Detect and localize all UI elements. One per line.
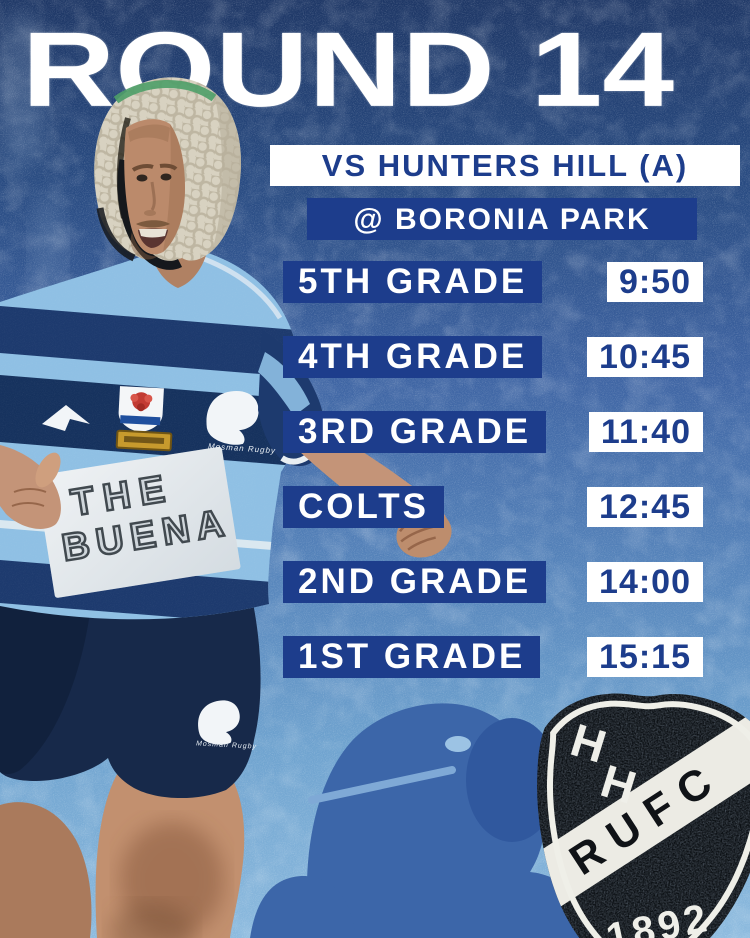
player-left-hand	[0, 445, 61, 529]
silhouette-watermark	[250, 703, 591, 938]
player-back-leg	[0, 802, 92, 938]
player-shorts	[0, 596, 261, 799]
player-photo	[0, 77, 452, 938]
crest-diagonal-band	[508, 687, 750, 938]
player-right-arm	[258, 330, 452, 558]
waratah-badge	[118, 386, 164, 433]
player-face	[124, 119, 185, 260]
dt-chevron-logo	[42, 405, 90, 431]
player-jersey	[0, 247, 302, 620]
gold-sponsor-badge	[115, 429, 173, 452]
sponsor-panel	[36, 446, 241, 598]
